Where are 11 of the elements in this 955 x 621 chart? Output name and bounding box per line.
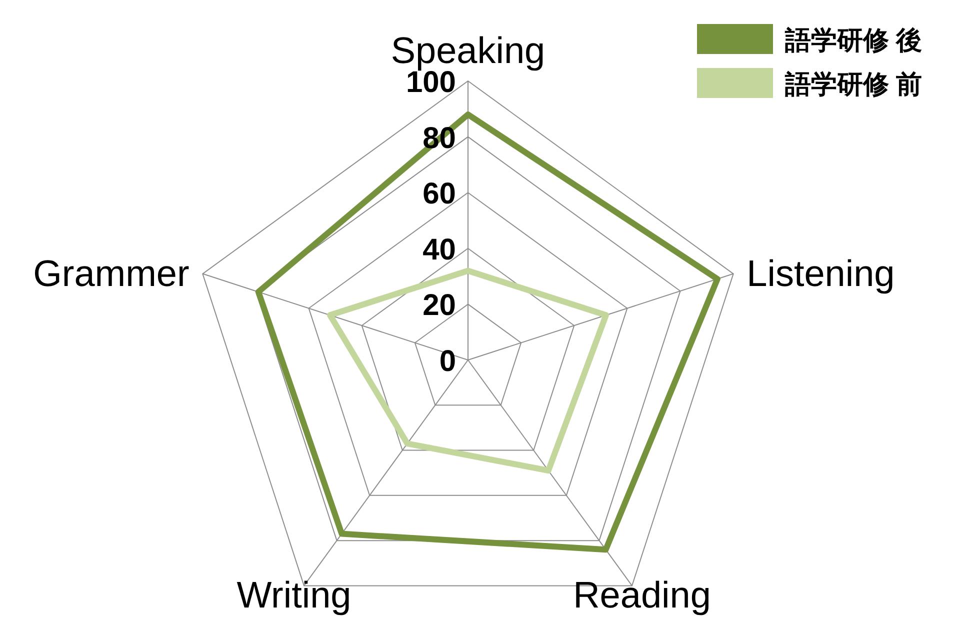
spoke-label: Writing — [236, 574, 352, 616]
y-tick-label: 0 — [439, 345, 456, 378]
spoke-label: Reading — [573, 574, 711, 616]
y-tick-label: 40 — [422, 233, 456, 266]
y-tick-label: 20 — [422, 289, 456, 322]
y-tick-label: 60 — [422, 178, 456, 211]
spoke-label: Listening — [746, 252, 895, 294]
legend-label: 語学研修 後 — [784, 25, 922, 55]
legend-label: 語学研修 前 — [784, 69, 922, 99]
spoke-label: Speaking — [390, 30, 546, 71]
spoke-label: Grammer — [33, 252, 190, 294]
